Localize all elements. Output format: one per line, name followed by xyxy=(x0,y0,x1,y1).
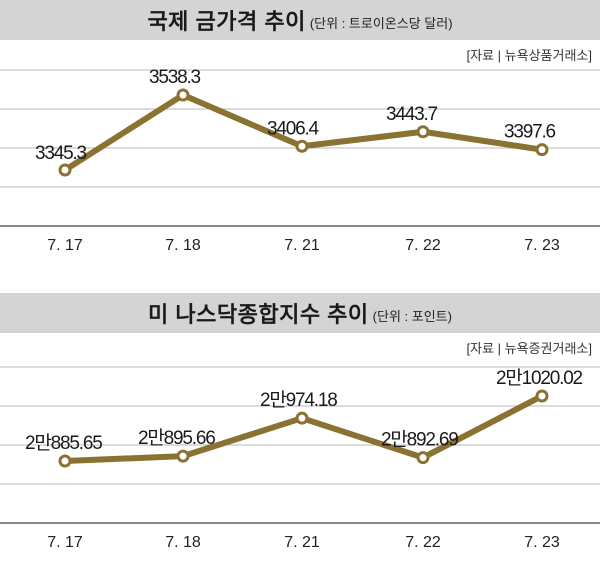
x-tick-label: 7. 23 xyxy=(524,534,560,551)
data-point xyxy=(58,454,72,468)
data-point xyxy=(295,411,309,425)
data-label: 2만974.18 xyxy=(260,389,337,411)
x-tick-label: 7. 18 xyxy=(165,237,201,254)
data-label: 3345.3 xyxy=(35,143,87,164)
data-label: 2만892.69 xyxy=(381,429,458,451)
chart-source: [자료 | 뉴욕상품거래소] xyxy=(466,48,592,63)
chart-unit: (단위 : 트로이온스당 달러) xyxy=(309,16,453,31)
chart-unit: (단위 : 포인트) xyxy=(372,309,452,324)
data-label: 3397.6 xyxy=(504,122,556,143)
x-tick-label: 7. 22 xyxy=(405,534,441,551)
data-label: 2만895.66 xyxy=(138,427,215,449)
x-tick-label: 7. 17 xyxy=(47,237,83,254)
data-point xyxy=(416,451,430,465)
gold-title-bar: 국제 금가격 추이 (단위 : 트로이온스당 달러) xyxy=(0,0,600,40)
data-point xyxy=(416,125,430,139)
chart-title: 미 나스닥종합지수 추이 xyxy=(148,302,369,327)
nasdaq-chart-svg: 2만885.65 2만895.66 2만974.18 2만892.69 2만1020.0… xyxy=(0,366,600,551)
x-tick-label: 7. 22 xyxy=(405,237,441,254)
data-label: 3406.4 xyxy=(267,118,320,139)
data-label: 3538.3 xyxy=(149,67,201,88)
gold-price-chart-svg: 3345.3 3538.3 3406.4 3443.7 3397.6 7. 17 7. 18… xyxy=(0,67,600,254)
gold-price-chart: 3345.3 3538.3 3406.4 3443.7 3397.6 7. 17 7. 18… xyxy=(0,0,600,254)
x-tick-label: 7. 21 xyxy=(284,534,320,551)
x-tick-label: 7. 17 xyxy=(47,534,83,551)
nasdaq-title-bar: 미 나스닥종합지수 추이 (단위 : 포인트) xyxy=(0,293,600,333)
data-point xyxy=(295,139,309,153)
data-point xyxy=(58,163,72,177)
data-point xyxy=(535,389,549,403)
data-label: 3443.7 xyxy=(386,104,438,125)
data-label: 2만1020.02 xyxy=(496,367,583,389)
x-tick-label: 7. 21 xyxy=(284,237,320,254)
nasdaq-chart: 2만885.65 2만895.66 2만974.18 2만892.69 2만1020.0… xyxy=(0,293,600,566)
chart-title: 국제 금가격 추이 xyxy=(147,9,306,34)
data-point xyxy=(176,449,190,463)
data-label: 2만885.65 xyxy=(25,432,102,454)
chart-source: [자료 | 뉴욕증권거래소] xyxy=(466,341,592,356)
data-point xyxy=(176,88,190,102)
data-point xyxy=(535,143,549,157)
x-tick-label: 7. 18 xyxy=(165,534,201,551)
x-tick-label: 7. 23 xyxy=(524,237,560,254)
